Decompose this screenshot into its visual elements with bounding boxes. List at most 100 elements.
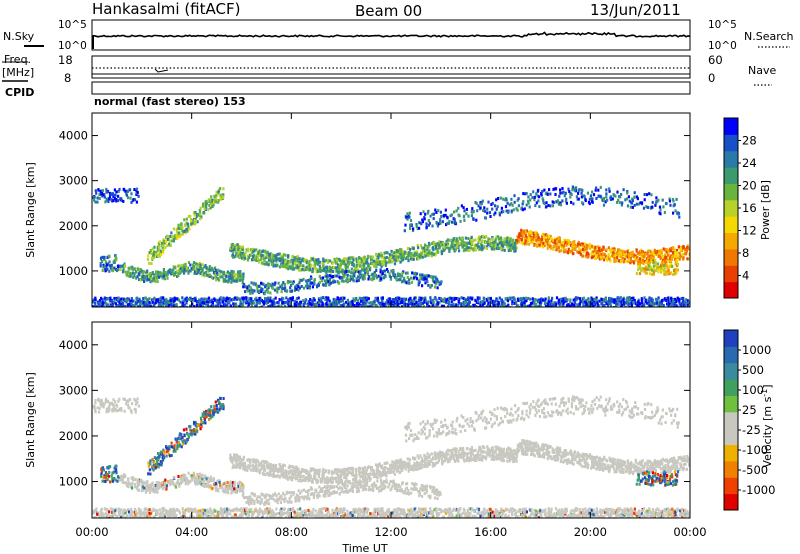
scatter-cell [181, 296, 184, 300]
scatter-cell [247, 249, 250, 253]
scatter-cell [118, 303, 121, 307]
scatter-cell [532, 234, 536, 238]
scatter-cell [427, 254, 430, 258]
scatter-cell [403, 303, 406, 307]
scatter-cell [505, 243, 508, 247]
scatter-cell [319, 276, 322, 280]
scatter-cell [237, 245, 240, 248]
scatter-cell [181, 226, 184, 229]
scatter-cell [355, 268, 358, 272]
scatter-cell [205, 205, 208, 209]
scatter-cell [627, 260, 630, 264]
scatter-cell [628, 257, 631, 261]
scatter-cell [393, 275, 396, 279]
scatter-cell [438, 243, 441, 247]
scatter-cell [208, 265, 211, 269]
scatter-cell [622, 296, 625, 300]
scatter-cell [248, 284, 251, 288]
scatter-cell [602, 248, 605, 252]
scatter-cell [668, 197, 671, 201]
scatter-cell [665, 248, 668, 251]
scatter-cell [498, 237, 501, 241]
scatter-cell [233, 255, 236, 259]
scatter-cell [620, 303, 623, 307]
scatter-cell [158, 247, 161, 251]
scatter-cell [680, 254, 683, 258]
scatter-cell [377, 262, 380, 266]
scatter-cell [669, 256, 672, 260]
scatter-cell [533, 198, 536, 202]
scatter-cell [367, 305, 370, 307]
scatter-cell [415, 252, 418, 256]
scatter-cell [397, 278, 400, 282]
scatter-cell [417, 283, 420, 287]
scatter-cell [93, 305, 96, 307]
scatter-cell [107, 303, 110, 307]
scatter-cell [594, 245, 597, 249]
scatter-cell [582, 254, 585, 258]
scatter-cell [432, 252, 435, 256]
scatter-cell [297, 285, 300, 289]
scatter-cell [463, 303, 466, 307]
scatter-cell [291, 298, 294, 302]
scatter-cell [606, 302, 609, 305]
scatter-cell [470, 239, 473, 242]
scatter-cell [678, 251, 681, 255]
scatter-cell [346, 277, 349, 281]
scatter-cell [547, 296, 550, 300]
scatter-cell [542, 241, 545, 245]
scatter-cell [456, 239, 459, 243]
scatter-cell [149, 272, 152, 276]
scatter-cell [422, 210, 425, 214]
scatter-cell [92, 299, 95, 303]
scatter-cell [264, 297, 267, 300]
scatter-cell [369, 305, 372, 307]
scatter-cell [134, 267, 137, 271]
scatter-cell [602, 203, 606, 207]
scatter-cell [161, 507, 165, 511]
scatter-cell [329, 274, 332, 278]
scatter-cell [533, 303, 536, 307]
scatter-cell [554, 187, 558, 191]
scatter-cell [554, 301, 557, 305]
scatter-cell [676, 262, 679, 266]
scatter-cell [144, 271, 147, 275]
scatter-cell [322, 264, 325, 268]
scatter-cell [630, 201, 633, 205]
scatter-cell [201, 299, 204, 303]
scatter-cell [114, 256, 117, 260]
scatter-cell [524, 234, 527, 238]
scatter-cell [101, 269, 104, 272]
scatter-cell [298, 286, 301, 290]
scatter-cell [100, 302, 103, 306]
scatter-cell [344, 265, 347, 269]
scatter-cell [439, 297, 442, 301]
scatter-cell [664, 257, 667, 261]
scatter-cell [673, 301, 677, 305]
scatter-cell [636, 256, 639, 259]
scatter-cell [278, 298, 281, 301]
scatter-cell [664, 259, 667, 263]
scatter-cell [199, 272, 202, 276]
scatter-cell [288, 305, 291, 307]
scatter-cell [128, 267, 131, 271]
scatter-cell [229, 247, 232, 251]
scatter-cell [116, 514, 119, 518]
scatter-cell [176, 297, 179, 301]
scatter-cell [443, 247, 447, 251]
scatter-cell [353, 274, 356, 278]
scatter-cell [615, 301, 618, 305]
scatter-cell [488, 239, 491, 243]
scatter-cell [172, 234, 175, 238]
scatter-cell [246, 258, 250, 262]
scatter-cell [211, 203, 214, 207]
scatter-cell [403, 229, 406, 233]
scatter-cell [642, 206, 646, 210]
scatter-cell [409, 296, 412, 300]
scatter-cell [108, 510, 111, 514]
scatter-cell [151, 255, 155, 259]
scatter-cell [295, 297, 298, 301]
scatter-cell [365, 300, 368, 304]
scatter-cell [185, 301, 188, 305]
